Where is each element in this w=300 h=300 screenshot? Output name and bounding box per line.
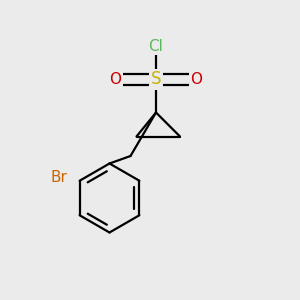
Text: Br: Br [51, 170, 68, 185]
Text: S: S [151, 70, 161, 88]
Text: Cl: Cl [148, 39, 164, 54]
Text: O: O [190, 72, 202, 87]
Text: O: O [110, 72, 122, 87]
